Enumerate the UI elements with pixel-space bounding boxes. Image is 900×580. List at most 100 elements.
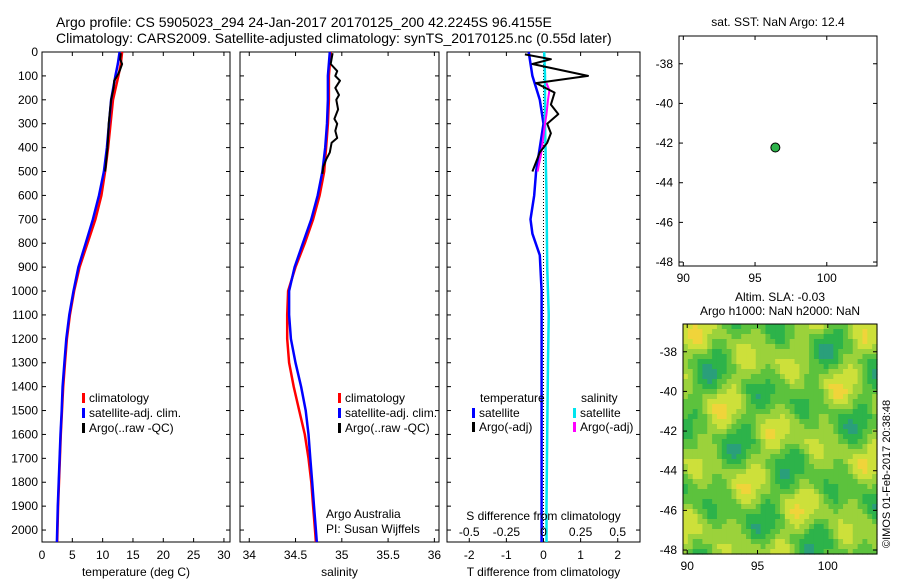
heatmap-cell: [872, 464, 878, 470]
heatmap-cell: [721, 479, 728, 485]
heatmap-cell: [843, 514, 849, 520]
heatmap-cell: [697, 329, 703, 335]
heatmap-cell: [847, 399, 854, 405]
heatmap-cell: [867, 459, 873, 465]
heatmap-cell: [746, 344, 752, 350]
heatmap-cell: [765, 454, 771, 460]
heatmap-cell: [726, 484, 733, 490]
heatmap-cell: [823, 324, 830, 330]
heatmap-cell: [843, 489, 849, 495]
figure-title-line-1: Argo profile: CS 5905023_294 24-Jan-2017…: [56, 14, 552, 30]
heatmap-cell: [828, 499, 834, 505]
heatmap-cell: [780, 504, 786, 510]
heatmap-cell: [736, 334, 742, 340]
heatmap-cell: [707, 509, 713, 515]
heatmap-cell: [872, 404, 878, 410]
heatmap-cell: [770, 514, 776, 520]
heatmap-cell: [707, 504, 713, 510]
heatmap-cell: [726, 499, 733, 505]
heatmap-cell: [687, 429, 694, 435]
legend-sal-satellite-label: satellite: [580, 406, 621, 420]
heatmap-cell: [784, 499, 791, 505]
heatmap-cell: [707, 469, 713, 475]
heatmap-cell: [809, 354, 815, 360]
heatmap-cell: [716, 524, 723, 530]
heatmap-cell: [847, 344, 854, 350]
heatmap-cell: [712, 364, 718, 370]
heatmap-cell: [789, 359, 796, 365]
heatmap-cell: [721, 334, 728, 340]
heatmap-cell: [736, 484, 742, 490]
heatmap-cell: [765, 499, 771, 505]
heatmap-cell: [852, 349, 859, 355]
heatmap-cell: [872, 359, 878, 365]
heatmap-cell: [760, 369, 767, 375]
heatmap-cell: [687, 419, 694, 425]
heatmap-cell: [799, 454, 805, 460]
heatmap-cell: [847, 469, 854, 475]
heatmap-cell: [847, 349, 854, 355]
heatmap-cell: [750, 424, 757, 430]
heatmap-cell: [867, 539, 873, 545]
heatmap-cell: [726, 354, 733, 360]
heatmap-cell: [755, 384, 762, 390]
heatmap-cell: [833, 384, 839, 390]
heatmap-cell: [692, 384, 699, 390]
heatmap-cell: [716, 464, 723, 470]
heatmap-cell: [687, 534, 694, 540]
heatmap-cell: [852, 499, 859, 505]
s-axis-label: S difference from climatology: [466, 509, 621, 523]
heatmap-cell: [770, 489, 776, 495]
heatmap-cell: [726, 364, 733, 370]
heatmap-cell: [721, 429, 728, 435]
heatmap-cell: [799, 334, 805, 340]
heatmap-cell: [823, 459, 830, 465]
heatmap-cell: [838, 509, 844, 515]
heatmap-cell: [697, 514, 703, 520]
heatmap-cell: [813, 364, 820, 370]
s-tick-label: 0.25: [569, 525, 593, 539]
heatmap-cell: [872, 344, 878, 350]
heatmap-cell: [770, 364, 776, 370]
heatmap-cell: [755, 479, 762, 485]
heatmap-cell: [799, 499, 805, 505]
heatmap-cell: [847, 509, 854, 515]
heatmap-cell: [828, 329, 834, 335]
heatmap-cell: [755, 449, 762, 455]
heatmap-cell: [755, 459, 762, 465]
heatmap-cell: [852, 384, 859, 390]
heatmap-cell: [765, 459, 771, 465]
heatmap-cell: [721, 354, 728, 360]
heatmap-cell: [702, 399, 708, 405]
heatmap-cell: [726, 369, 733, 375]
heatmap-cell: [683, 479, 689, 485]
heatmap-cell: [770, 434, 776, 440]
heatmap-cell: [809, 399, 815, 405]
heatmap-cell: [809, 344, 815, 350]
heatmap-cell: [843, 534, 849, 540]
heatmap-cell: [838, 414, 844, 420]
heatmap-cell: [750, 499, 757, 505]
heatmap-cell: [813, 519, 820, 525]
heatmap-cell: [809, 459, 815, 465]
heatmap-cell: [721, 369, 728, 375]
heatmap-cell: [794, 464, 800, 470]
x-tick-label: 0: [39, 548, 46, 562]
heatmap-cell: [731, 384, 737, 390]
heatmap-cell: [683, 509, 689, 515]
heatmap-cell: [823, 514, 830, 520]
heatmap-cell: [833, 509, 839, 515]
heatmap-cell: [862, 494, 868, 500]
heatmap-cell: [862, 519, 868, 525]
heatmap-cell: [716, 339, 723, 345]
heatmap-cell: [750, 329, 757, 335]
heatmap-cell: [813, 414, 820, 420]
heatmap-cell: [828, 494, 834, 500]
heatmap-cell: [780, 484, 786, 490]
heatmap-cell: [867, 404, 873, 410]
imos-timestamp: ©IMOS 01-Feb-2017 20:38:48: [881, 399, 893, 548]
heatmap-cell: [823, 399, 830, 405]
heatmap-cell: [702, 449, 708, 455]
heatmap-cell: [789, 544, 796, 550]
heatmap-cell: [760, 534, 767, 540]
